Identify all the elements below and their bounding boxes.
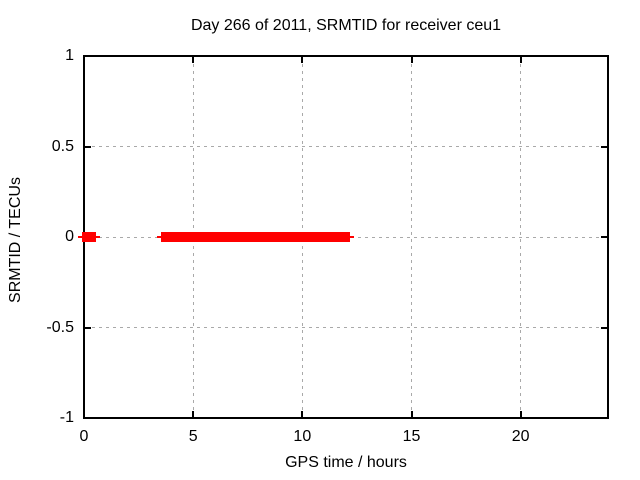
x-tick-mark (410, 57, 413, 63)
x-tick-mark (410, 411, 413, 417)
x-tick-mark (192, 411, 195, 417)
x-tick-label: 5 (188, 428, 198, 445)
y-tick-label: -1 (59, 409, 74, 426)
series-segment (81, 232, 97, 242)
x-tick-label: 0 (79, 428, 89, 445)
x-tick-label: 10 (293, 428, 312, 445)
gridline-horizontal (85, 146, 607, 147)
y-tick-mark (601, 326, 607, 329)
gridline-horizontal (85, 327, 607, 328)
series-segment (161, 232, 350, 242)
x-tick-mark (519, 411, 522, 417)
x-tick-label: 20 (511, 428, 530, 445)
chart-title: Day 266 of 2011, SRMTID for receiver ceu… (190, 17, 502, 34)
x-tick-mark (301, 57, 304, 63)
y-tick-mark (85, 145, 91, 148)
y-tick-mark (601, 236, 607, 238)
x-tick-mark (192, 57, 195, 63)
y-tick-label: 1 (65, 47, 74, 64)
y-tick-label: 0 (65, 228, 74, 245)
y-tick-label: -0.5 (46, 318, 74, 336)
x-tick-label: 15 (402, 428, 421, 445)
y-tick-mark (601, 145, 607, 148)
y-tick-mark (85, 326, 91, 329)
x-tick-mark (519, 57, 522, 63)
y-tick-label: 0.5 (51, 137, 74, 155)
x-tick-mark (301, 411, 304, 417)
x-axis-label: GPS time / hours (285, 454, 407, 471)
